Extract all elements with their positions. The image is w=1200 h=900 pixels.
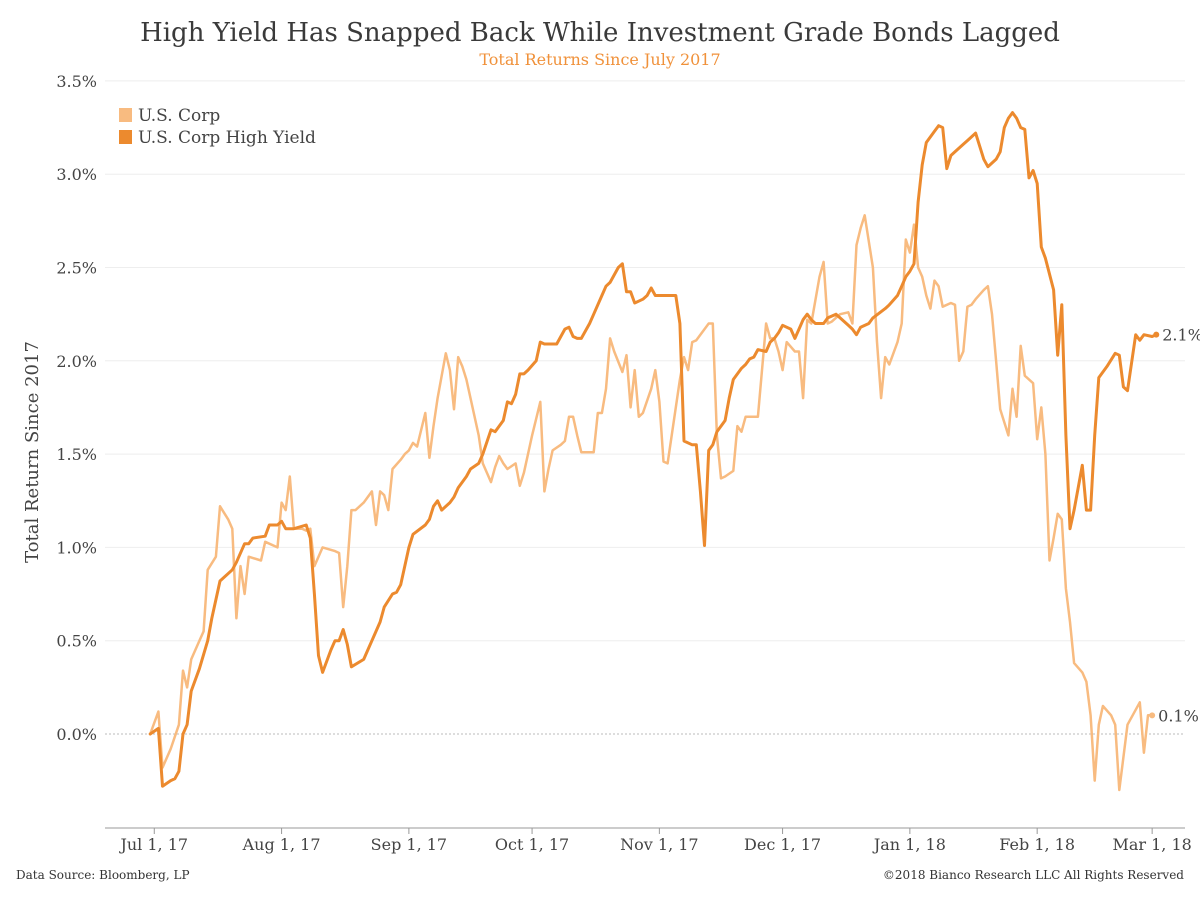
legend-label-us-corp-high-yield: U.S. Corp High Yield: [138, 128, 316, 148]
x-tick-label: Jul 1, 17: [118, 835, 188, 854]
us-corp-high-yield-end-label: 2.1%: [1162, 326, 1200, 345]
axis-layer: 0.0% 0.5% 1.0% 1.5% 2.0% 2.5% 3.0% 3.5% Jul 1, 1…: [56, 72, 1191, 854]
grid-layer: [105, 80, 1185, 735]
y-tick-label: 1.5%: [56, 445, 97, 464]
us-corp-line: [148, 214, 1154, 792]
y-tick-label: 2.0%: [56, 352, 97, 371]
x-tick-label: Feb 1, 18: [999, 835, 1075, 854]
x-tick-label: Jan 1, 18: [872, 835, 946, 854]
copyright-note: ©2018 Bianco Research LLC All Rights Res…: [882, 868, 1184, 882]
legend-swatch-us-corp-high-yield: [119, 130, 132, 144]
x-tick-label: Nov 1, 17: [620, 835, 698, 854]
x-tick-label: Sep 1, 17: [371, 835, 447, 854]
x-tick-label: Mar 1, 18: [1112, 835, 1191, 854]
y-tick-label: 3.5%: [56, 72, 97, 91]
legend-swatch-us-corp: [119, 108, 132, 122]
series-layer: 0.1% 2.1%: [148, 111, 1200, 792]
us-corp-end-label: 0.1%: [1158, 706, 1199, 725]
data-source-note: Data Source: Bloomberg, LP: [16, 868, 190, 882]
y-tick-label: 0.0%: [56, 725, 97, 744]
chart-title: High Yield Has Snapped Back While Invest…: [140, 18, 1060, 48]
us-corp-high-yield-line: [148, 111, 1158, 788]
x-tick-label: Aug 1, 17: [242, 835, 321, 854]
legend-label-us-corp: U.S. Corp: [138, 106, 220, 126]
us-corp-high-yield-end-point: [1153, 331, 1160, 338]
x-tick-label: Oct 1, 17: [495, 835, 569, 854]
y-tick-label: 2.5%: [56, 259, 97, 278]
y-tick-label: 0.5%: [56, 632, 97, 651]
y-axis-title: Total Return Since 2017: [22, 341, 43, 563]
chart-subtitle: Total Returns Since July 2017: [479, 50, 721, 69]
y-tick-label: 1.0%: [56, 538, 97, 557]
us-corp-end-point: [1149, 712, 1156, 719]
y-tick-label: 3.0%: [56, 165, 97, 184]
x-tick-label: Dec 1, 17: [744, 835, 821, 854]
